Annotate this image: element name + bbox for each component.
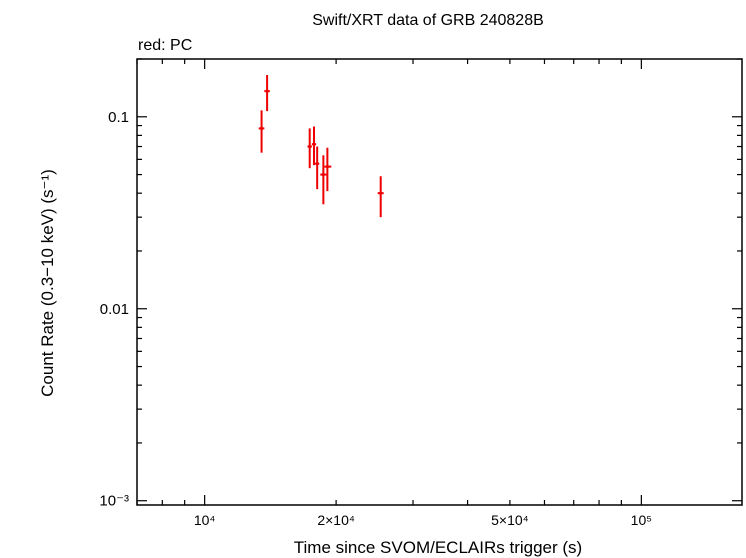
data-point: [315, 162, 319, 166]
y-axis-label: Count Rate (0.3−10 keV) (s⁻¹): [38, 169, 57, 397]
x-tick-label: 10⁵: [631, 512, 652, 528]
y-tick-label: 0.1: [108, 109, 129, 126]
data-point: [259, 126, 264, 130]
x-tick-label: 10⁴: [194, 512, 216, 528]
chart-subtitle: red: PC: [138, 37, 192, 54]
x-tick-label: 5×10⁴: [491, 512, 529, 528]
data-point: [321, 172, 325, 177]
y-tick-label: 10⁻³: [99, 493, 129, 510]
data-point: [325, 165, 329, 169]
x-tick-label: 2×10⁴: [317, 512, 355, 528]
y-tick-label: 0.01: [100, 301, 129, 318]
plot-area: 10⁴ 2×10⁴ 5×10⁴ 10⁵ 0.1 0.01 10⁻³: [99, 58, 743, 528]
data-point: [312, 142, 316, 146]
data-point: [308, 144, 312, 149]
x-axis-label: Time since SVOM/ECLAIRs trigger (s): [294, 538, 582, 557]
data-point: [379, 191, 383, 195]
data-point: [265, 89, 269, 93]
chart-title: Swift/XRT data of GRB 240828B: [312, 12, 544, 29]
plot-frame: [136, 58, 743, 506]
